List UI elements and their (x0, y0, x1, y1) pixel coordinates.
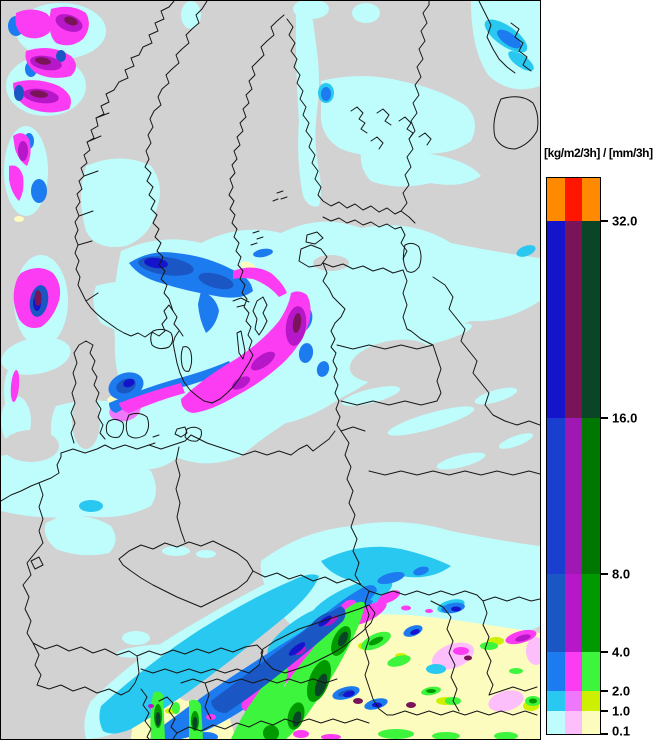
legend-tick-label: 16.0 (612, 410, 638, 426)
legend-tick-label: 8.0 (612, 566, 631, 582)
legend-cell (547, 221, 565, 418)
legend-title: [kg/m2/3h] / [mm/3h] (544, 146, 653, 160)
legend-cell (547, 691, 565, 711)
legend-cell (547, 711, 565, 734)
legend-tick (600, 690, 608, 692)
legend-cell (547, 178, 565, 221)
legend-cell (582, 652, 601, 691)
precipitation-map (0, 0, 541, 740)
legend-tick (600, 733, 608, 735)
legend-row-8-16 (547, 418, 601, 574)
legend-cell (564, 652, 583, 691)
legend-tick (600, 417, 608, 419)
coastlines-and-borders (1, 1, 540, 739)
legend-tick-label: 2.0 (612, 683, 631, 699)
legend-cell (547, 652, 565, 691)
legend-cell (564, 691, 583, 711)
legend-tick-label: 4.0 (612, 644, 631, 660)
legend-cell (564, 711, 583, 734)
legend-cell (582, 221, 601, 418)
legend-cell (582, 418, 601, 574)
precip-intense-layer (30, 16, 472, 729)
legend-tick (600, 710, 608, 712)
legend-tick (600, 651, 608, 653)
legend-tick (600, 220, 608, 222)
legend-row-01-1 (547, 711, 601, 734)
legend-cell (582, 691, 601, 711)
legend-cell (582, 574, 601, 652)
legend-cell (564, 574, 583, 652)
legend-cell (564, 221, 583, 418)
legend-tick-label: 1.0 (612, 703, 631, 719)
legend-row-1-2 (547, 691, 601, 711)
legend-tick (600, 573, 608, 575)
legend-row-16-32 (547, 221, 601, 418)
legend-row-2-4 (547, 652, 601, 691)
legend-colorbar (546, 177, 601, 735)
legend-row-4-8 (547, 574, 601, 652)
legend-row-above-32 (547, 178, 601, 221)
legend-cell (564, 178, 583, 221)
legend-cell (582, 178, 601, 221)
legend-cell (582, 711, 601, 734)
legend-cell (547, 574, 565, 652)
map-canvas (1, 1, 540, 739)
legend-cell (547, 418, 565, 574)
legend-cell (564, 418, 583, 574)
legend-tick-label: 32.0 (612, 213, 638, 229)
legend-tick-label: 0.1 (612, 723, 631, 739)
